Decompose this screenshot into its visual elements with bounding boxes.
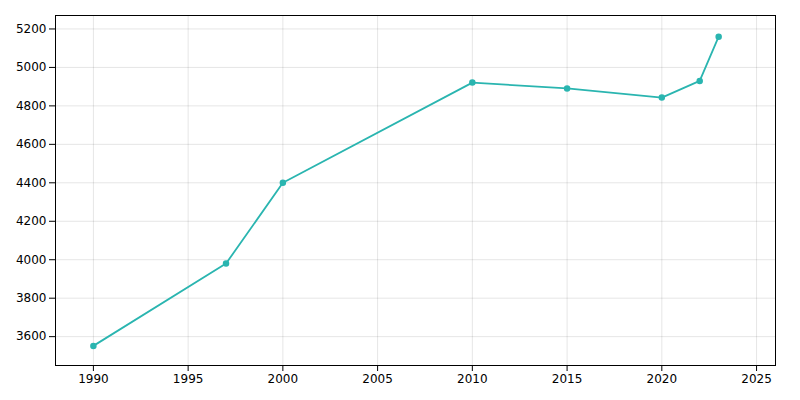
svg-text:3600: 3600	[16, 329, 47, 343]
svg-text:2025: 2025	[741, 372, 772, 386]
svg-text:4400: 4400	[16, 176, 47, 190]
svg-text:1990: 1990	[78, 372, 109, 386]
svg-text:2010: 2010	[457, 372, 488, 386]
svg-text:4000: 4000	[16, 253, 47, 267]
svg-text:3800: 3800	[16, 291, 47, 305]
svg-text:4800: 4800	[16, 99, 47, 113]
svg-text:2000: 2000	[268, 372, 299, 386]
svg-text:1995: 1995	[173, 372, 204, 386]
svg-text:4600: 4600	[16, 137, 47, 151]
svg-text:2020: 2020	[647, 372, 678, 386]
svg-text:5200: 5200	[16, 22, 47, 36]
svg-text:2015: 2015	[552, 372, 583, 386]
svg-text:4200: 4200	[16, 214, 47, 228]
svg-text:5000: 5000	[16, 60, 47, 74]
svg-text:2005: 2005	[362, 372, 393, 386]
